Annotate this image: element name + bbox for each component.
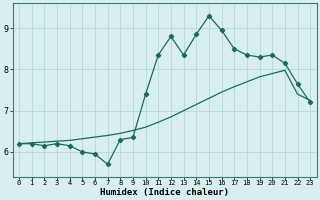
- X-axis label: Humidex (Indice chaleur): Humidex (Indice chaleur): [100, 188, 229, 197]
